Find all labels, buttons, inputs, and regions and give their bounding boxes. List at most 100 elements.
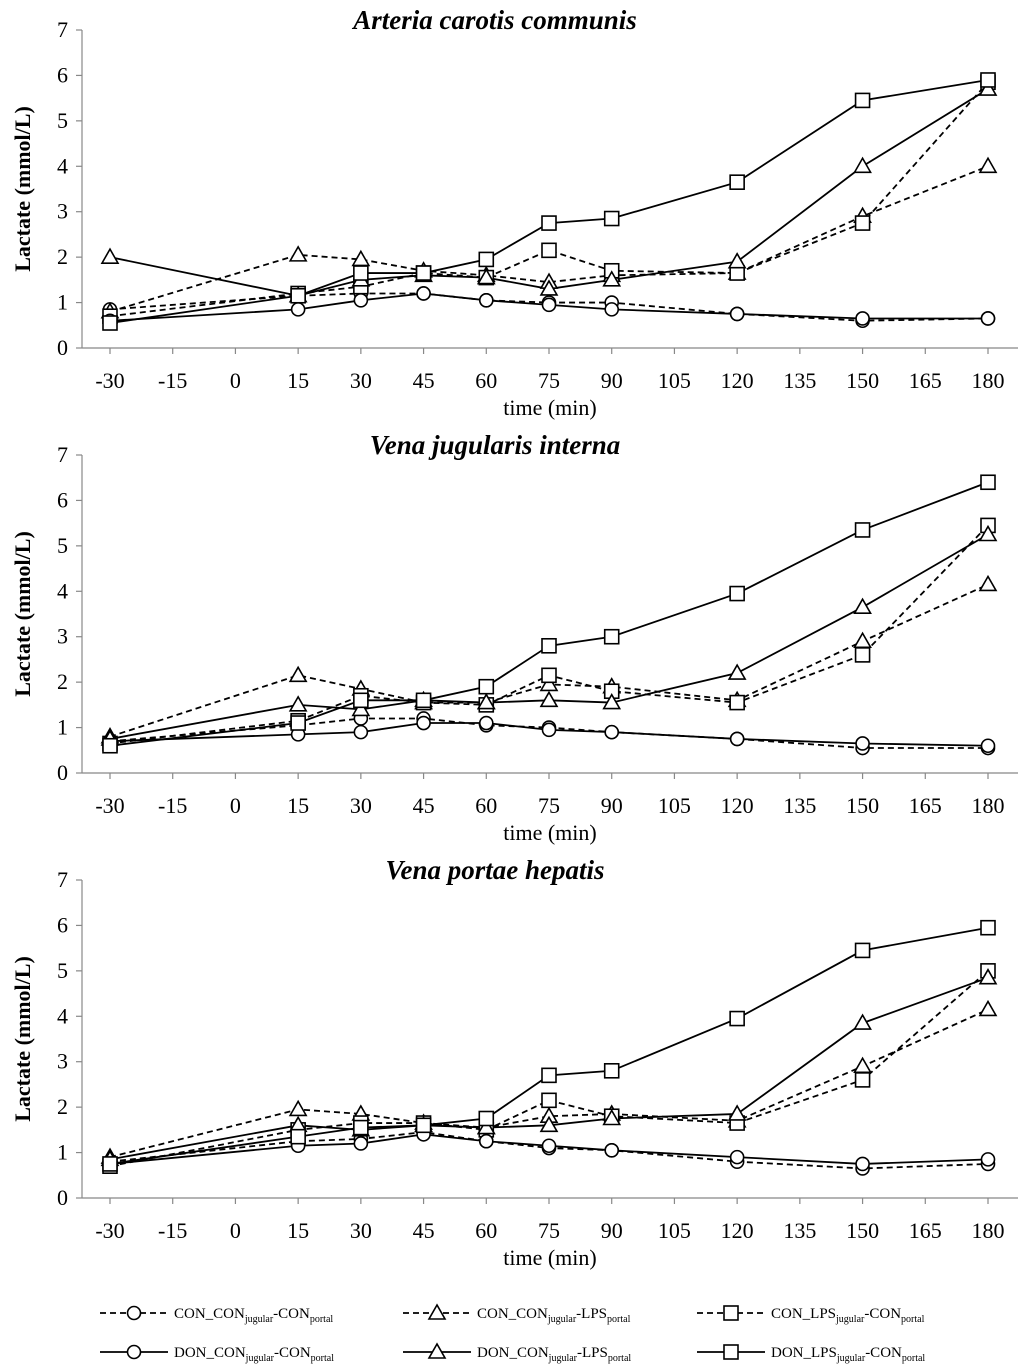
x-tick-label: 135 [783,1218,816,1243]
series-6-point [290,287,306,304]
series-line-1 [109,717,988,749]
y-axis-label: Lactate (mmol/L) [10,531,35,697]
series-line-5 [109,976,989,1161]
series-4-point [729,306,745,322]
x-tick-label: 15 [287,1218,309,1243]
y-tick-label: 7 [57,442,68,467]
series-5-point [100,247,120,264]
series-3-point [854,647,871,663]
y-tick-label: 7 [57,867,68,892]
series-line-5 [109,88,989,297]
chart-title: Vena jugularis interna [370,430,621,460]
x-tick-label: 135 [783,793,816,818]
chart-title: Vena portae hepatis [385,855,604,885]
x-tick-label: 0 [230,793,241,818]
legend-marker [427,1342,447,1359]
x-tick-label: -15 [158,793,187,818]
series-line-4 [109,292,988,322]
x-tick-label: 180 [972,1218,1005,1243]
series-line-6 [109,79,989,324]
y-tick-label: 4 [57,578,68,603]
y-tick-label: 1 [57,715,68,740]
x-tick-label: 90 [601,1218,623,1243]
series-6-point [603,1063,620,1079]
y-tick-label: 0 [57,1185,68,1210]
legend-item-2: CON_CONjugular-LPSportal [403,1303,631,1325]
series-line-3 [109,970,989,1168]
series-6-point [478,251,495,268]
series-6-point [729,1010,745,1027]
series-3-point [541,667,557,684]
legend-item-6: DON_LPSjugular-CONportal [697,1344,925,1364]
series-5-point [602,692,622,710]
x-tick-label: 30 [350,793,372,818]
series-5-point [727,663,747,680]
series-line-6 [109,481,989,747]
series-5-point [539,690,559,708]
legend-item-3: CON_LPSjugular-CONportal [697,1305,925,1325]
series-2-point [288,1099,308,1117]
series-6-point [353,1119,369,1136]
y-axis-label: Lactate (mmol/L) [10,956,35,1122]
series-line-3 [109,81,989,318]
y-tick-label: 2 [57,669,68,694]
x-tick-label: 75 [538,368,560,393]
series-6-point [102,315,118,331]
legend-label: DON_CONjugular-LPSportal [477,1345,631,1364]
x-tick-label: 30 [350,1218,372,1243]
y-tick-label: 5 [57,108,68,133]
series-2-point [978,574,998,592]
x-tick-label: 60 [475,793,497,818]
y-tick-label: 4 [57,153,68,178]
x-tick-label: 45 [413,1218,435,1243]
series-5-point [351,699,371,717]
x-tick-label: 150 [846,793,879,818]
x-tick-label: 90 [601,793,623,818]
series-4-point [353,292,369,308]
series-5-point [727,1104,747,1121]
legend-item-5: DON_CONjugular-LPSportal [403,1342,631,1364]
legend-label: CON_CONjugular-LPSportal [477,1306,631,1325]
x-tick-label: -30 [95,368,124,393]
series-4-point [855,736,870,751]
series-6-point [478,678,495,695]
series-5-point [978,524,998,542]
series-6-point [541,637,557,654]
series-line-2 [109,583,989,738]
series-4-point [416,715,431,731]
y-tick-label: 2 [57,244,68,269]
series-6-point [415,265,432,281]
series-6-point [980,474,996,491]
x-axis-label: time (min) [503,395,596,420]
y-tick-label: 4 [57,1003,68,1028]
series-4-point [980,311,996,326]
x-tick-label: 105 [658,793,691,818]
y-tick-label: 7 [57,17,68,42]
series-2-point [853,631,872,649]
y-tick-label: 5 [57,958,68,983]
x-tick-label: 90 [601,368,623,393]
series-4-point [980,738,996,754]
y-tick-label: 3 [57,1049,68,1074]
x-tick-label: 15 [287,368,309,393]
series-4-point [478,292,494,308]
series-5-point [539,1115,559,1133]
legend-marker [723,1344,739,1360]
series-line-3 [109,524,989,745]
x-tick-label: 0 [230,1218,241,1243]
series-6-point [854,522,871,538]
series-4-point [980,1152,996,1167]
chart-title: Arteria carotis communis [351,5,637,35]
y-tick-label: 6 [57,912,68,937]
x-tick-label: 105 [658,1218,691,1243]
legend-marker [723,1305,739,1321]
y-tick-label: 5 [57,533,68,558]
legend-label: DON_CONjugular-CONportal [174,1345,334,1364]
series-5-point [853,1013,872,1030]
x-tick-label: 180 [972,793,1005,818]
x-axis-label: time (min) [503,820,596,845]
